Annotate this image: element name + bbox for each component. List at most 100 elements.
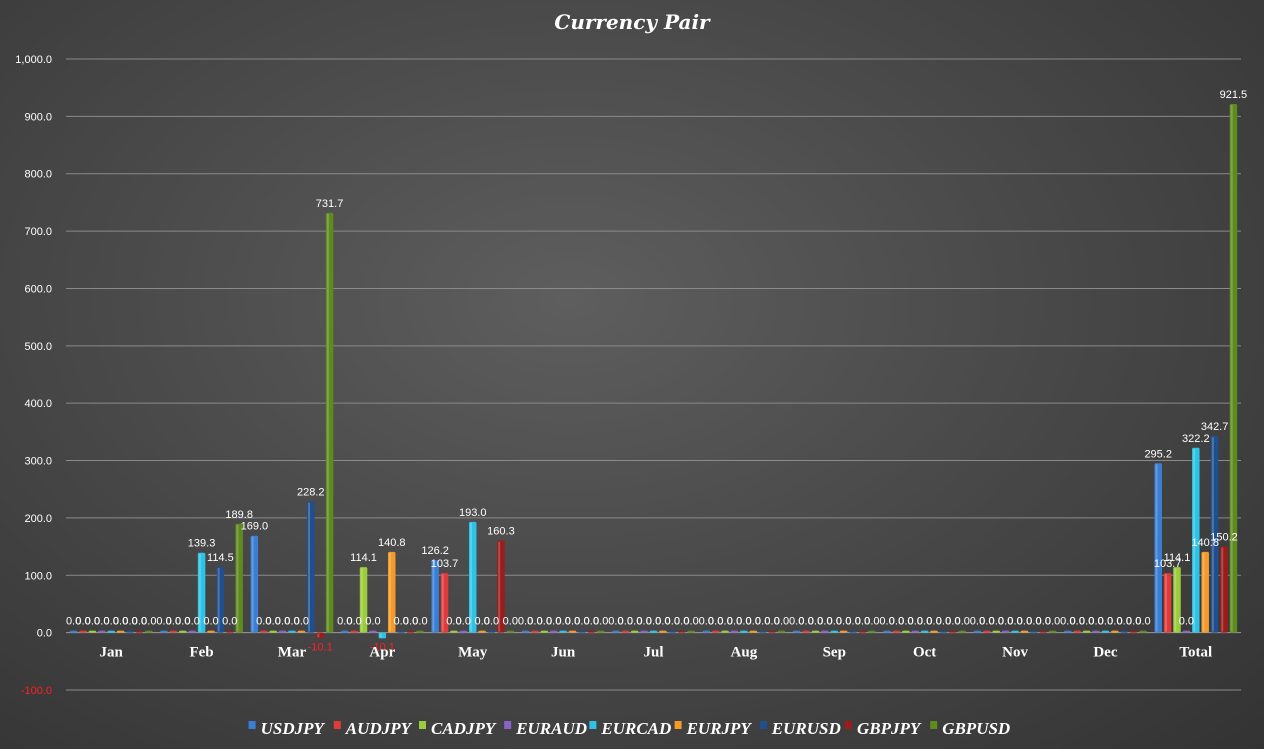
bar-gbpjpy-jun bbox=[587, 630, 596, 633]
x-tick-label: Mar bbox=[278, 645, 307, 661]
legend-item-cadjpy[interactable]: CADJPY bbox=[419, 719, 497, 738]
bar-euraud-sep bbox=[821, 630, 829, 633]
legend-item-eurjpy[interactable]: EURJPY bbox=[674, 719, 753, 738]
data-label: 0.0 bbox=[403, 616, 418, 628]
bar-euraud-nov bbox=[1001, 630, 1010, 633]
bar-gbpjpy-mar bbox=[316, 632, 324, 639]
bar-eurcad-may bbox=[468, 521, 477, 633]
data-label: 0.0 bbox=[1098, 616, 1113, 628]
bar-eurusd-may bbox=[487, 630, 496, 633]
legend-item-gbpjpy[interactable]: GBPJPY bbox=[845, 719, 922, 738]
legend-item-euraud[interactable]: EURAUD bbox=[504, 719, 587, 738]
bar-usdjpy-jul bbox=[612, 630, 620, 633]
bar-usdjpy-dec bbox=[1064, 630, 1072, 633]
bar-eurusd-oct bbox=[939, 630, 948, 633]
bar-highlight bbox=[217, 567, 220, 632]
bar-highlight bbox=[1193, 448, 1196, 632]
data-label: 0.0 bbox=[608, 616, 623, 628]
legend[interactable]: USDJPY AUDJPY CADJPY EURAUD EURCAD EURJPY EURU… bbox=[248, 719, 1011, 738]
bar-highlight bbox=[1221, 547, 1224, 632]
bar-gbpjpy-jan bbox=[135, 630, 144, 633]
data-label: 0.0 bbox=[94, 616, 109, 628]
legend-swatch bbox=[333, 721, 341, 729]
bar-usdjpy-feb bbox=[160, 630, 168, 633]
legend-item-gbpusd[interactable]: GBPUSD bbox=[930, 719, 1010, 738]
bar-gbpusd-jul bbox=[687, 630, 695, 633]
bar-highlight bbox=[432, 561, 435, 632]
bar-cadjpy-may bbox=[450, 630, 458, 633]
legend-swatch bbox=[759, 721, 767, 729]
legend-label: AUDJPY bbox=[345, 719, 413, 738]
data-label: 0.0 bbox=[474, 616, 489, 628]
bar-gbpusd-aug bbox=[777, 630, 786, 633]
y-tick-label: 700.0 bbox=[24, 226, 52, 238]
data-label: 0.0 bbox=[527, 616, 542, 628]
bar-eurjpy-apr bbox=[387, 551, 396, 633]
data-label: 0.0 bbox=[717, 616, 732, 628]
data-label: 0.0 bbox=[764, 616, 779, 628]
x-tick-label: Aug bbox=[731, 645, 758, 661]
legend-swatch bbox=[930, 721, 938, 729]
bar-eurjpy-may bbox=[478, 630, 486, 633]
data-label: 0.0 bbox=[674, 616, 689, 628]
bar-highlight bbox=[198, 553, 201, 632]
bar-usdjpy-total bbox=[1154, 463, 1162, 633]
bar-eurjpy-aug bbox=[749, 630, 758, 633]
bar-eurusd-dec bbox=[1120, 630, 1128, 633]
data-label: 0.0 bbox=[1135, 616, 1150, 628]
bar-euraud-aug bbox=[730, 630, 739, 633]
data-label: 0.0 bbox=[998, 616, 1013, 628]
data-label: 193.0 bbox=[459, 507, 487, 519]
bar-highlight bbox=[1211, 437, 1214, 632]
bar-eurusd-jan bbox=[126, 630, 134, 633]
bar-gbpusd-oct bbox=[958, 630, 967, 633]
bar-eurcad-sep bbox=[830, 630, 839, 633]
bar-highlight bbox=[308, 502, 311, 632]
bar-eurusd-mar bbox=[307, 501, 315, 633]
data-label: 0.0 bbox=[503, 616, 518, 628]
bar-audjpy-apr bbox=[350, 630, 358, 633]
x-tick-label: Jan bbox=[100, 645, 124, 661]
data-label: 0.0 bbox=[889, 616, 904, 628]
bar-gbpjpy-jul bbox=[677, 630, 686, 633]
data-label: 0.0 bbox=[584, 616, 599, 628]
bar-cadjpy-nov bbox=[992, 630, 1000, 633]
data-label: 0.0 bbox=[836, 616, 851, 628]
data-label: 0.0 bbox=[484, 616, 499, 628]
bar-gbpjpy-total bbox=[1220, 546, 1228, 633]
data-label: 0.0 bbox=[141, 616, 156, 628]
data-label: 0.0 bbox=[555, 616, 570, 628]
bar-gbpusd-total bbox=[1229, 104, 1238, 633]
bar-euraud-total bbox=[1182, 630, 1191, 633]
data-label: 0.0 bbox=[1117, 616, 1132, 628]
legend-swatch bbox=[504, 721, 512, 729]
data-label: 0.0 bbox=[808, 616, 823, 628]
data-label: 160.3 bbox=[487, 526, 515, 538]
bar-cadjpy-jun bbox=[540, 630, 549, 633]
bar-usdjpy-oct bbox=[883, 630, 891, 633]
bar-gbpusd-may bbox=[506, 630, 515, 633]
legend-item-usdjpy[interactable]: USDJPY bbox=[248, 719, 326, 738]
bar-gbpusd-apr bbox=[416, 630, 424, 633]
legend-item-eurcad[interactable]: EURCAD bbox=[589, 719, 671, 738]
bar-gbpusd-mar bbox=[325, 212, 334, 633]
bar-highlight bbox=[1202, 552, 1205, 632]
bar-highlight bbox=[441, 574, 444, 632]
bar-eurusd-aug bbox=[758, 630, 767, 633]
bar-highlight bbox=[379, 633, 382, 638]
data-label: 0.0 bbox=[156, 616, 171, 628]
bar-audjpy-jan bbox=[79, 630, 87, 633]
y-tick-label: 900.0 bbox=[24, 111, 52, 123]
legend-item-audjpy[interactable]: AUDJPY bbox=[333, 719, 413, 738]
bar-eurjpy-oct bbox=[930, 630, 938, 633]
data-label: 0.0 bbox=[789, 616, 804, 628]
legend-item-eurusd[interactable]: EURUSD bbox=[759, 719, 841, 738]
data-label: 0.0 bbox=[346, 616, 361, 628]
bars bbox=[69, 104, 1238, 639]
data-label: 0.0 bbox=[284, 616, 299, 628]
data-label: 0.0 bbox=[546, 616, 561, 628]
data-label: 103.7 bbox=[431, 558, 459, 570]
data-label: 0.0 bbox=[222, 616, 237, 628]
data-label: 0.0 bbox=[989, 616, 1004, 628]
data-label: 0.0 bbox=[132, 616, 147, 628]
